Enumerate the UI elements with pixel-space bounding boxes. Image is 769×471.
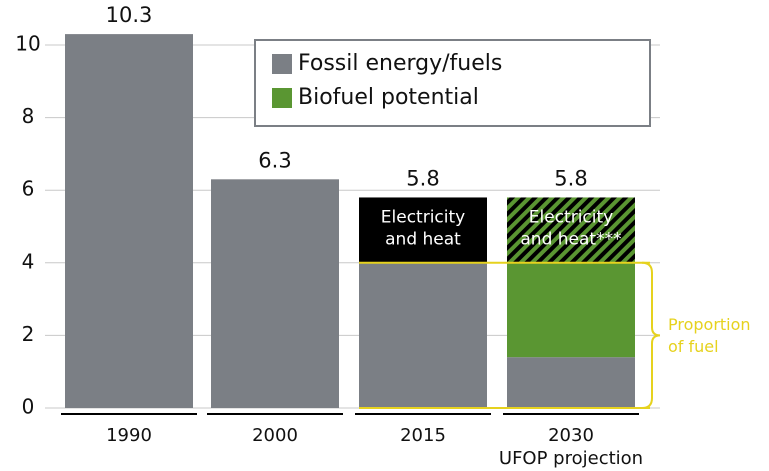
y-tick-label: 0 <box>22 395 35 419</box>
bracket-label: of fuel <box>668 337 719 356</box>
bar-segment <box>359 197 487 263</box>
y-tick-label: 6 <box>22 177 35 201</box>
legend-swatch <box>272 54 292 74</box>
legend-label: Fossil energy/fuels <box>298 51 502 76</box>
total-label: 5.8 <box>406 166 439 190</box>
bracket-label: Proportion <box>668 315 751 334</box>
bar-segment <box>211 179 339 408</box>
total-label: 10.3 <box>106 3 153 27</box>
x-tick-label: 2015 <box>400 425 446 446</box>
segment-label: and heat*** <box>520 229 621 249</box>
x-tick-label: 2030 <box>548 425 594 446</box>
bracket <box>641 261 661 409</box>
legend-box <box>254 39 651 127</box>
total-label: 5.8 <box>554 166 587 190</box>
bar-segment <box>507 262 635 358</box>
total-label: 6.3 <box>258 148 291 172</box>
segment-label: Electricity <box>529 207 613 227</box>
segment-label: and heat <box>385 229 461 249</box>
y-tick-label: 4 <box>22 249 35 273</box>
y-tick-label: 10 <box>15 32 40 56</box>
segment-label: Electricity <box>381 207 465 227</box>
y-tick-label: 8 <box>22 104 35 128</box>
bar-segment <box>359 262 487 408</box>
bar-segment <box>507 357 635 408</box>
x-tick-label: 1990 <box>106 425 152 446</box>
bar-segment <box>507 197 635 263</box>
x-tick-sublabel: UFOP projection <box>499 448 643 469</box>
legend-label: Biofuel potential <box>298 85 479 110</box>
bar-segment <box>65 34 193 409</box>
y-tick-label: 2 <box>22 322 35 346</box>
legend-swatch <box>272 88 292 108</box>
x-tick-label: 2000 <box>252 425 298 446</box>
